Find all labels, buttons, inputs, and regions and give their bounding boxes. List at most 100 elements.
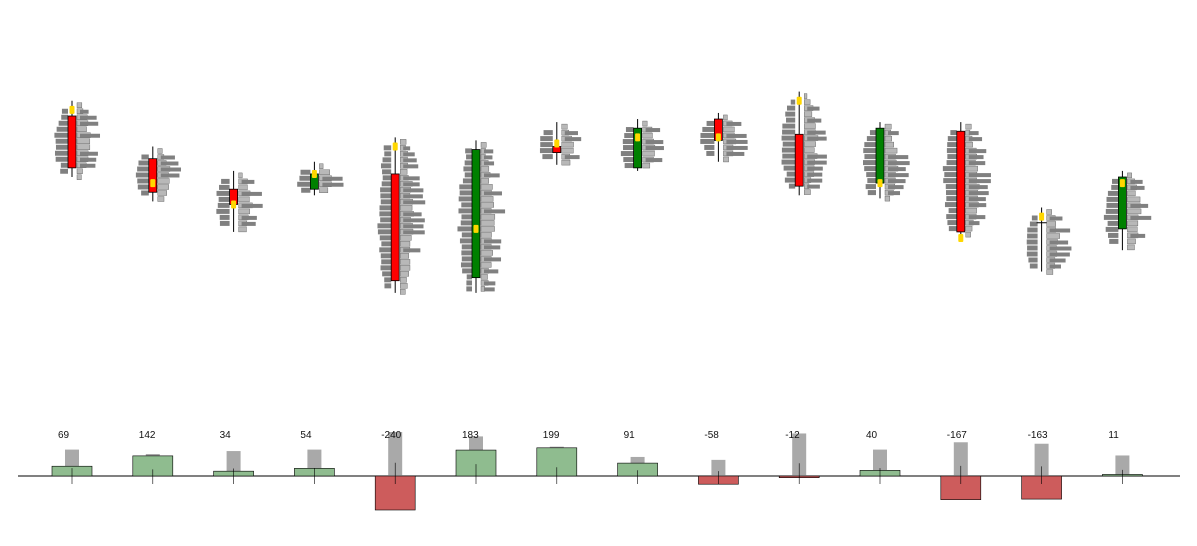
candle-group	[863, 122, 910, 202]
profile-row-sell	[1109, 238, 1119, 244]
profile-row-buy	[804, 111, 813, 117]
profile-row-buy	[642, 150, 655, 157]
profile-row-sell	[379, 235, 392, 241]
profile-row-sell	[623, 145, 634, 151]
profile-row-buy	[1127, 226, 1138, 233]
profile-row-buy-dark	[888, 179, 906, 184]
poc-marker	[231, 200, 237, 209]
profile-row-buy	[480, 202, 494, 208]
profile-row-buy	[238, 208, 250, 215]
profile-row-sell	[786, 117, 796, 123]
profile-row-sell	[540, 142, 553, 148]
candle-body	[1118, 176, 1127, 230]
profile-row-buy	[480, 184, 493, 190]
profile-row-buy-dark	[968, 179, 991, 184]
candle-body	[471, 149, 481, 279]
profile-row-buy-dark	[1049, 216, 1063, 221]
profile-row-buy-dark	[403, 200, 426, 205]
profile-row-sell	[867, 190, 876, 196]
profile-row-sell	[706, 120, 715, 126]
profile-row-sell	[866, 172, 876, 178]
profile-row-sell	[461, 256, 472, 262]
profile-row-buy	[319, 187, 329, 193]
profile-row-sell	[299, 175, 311, 181]
profile-row-sell	[1027, 233, 1038, 239]
profile-row-sell	[301, 187, 311, 193]
profile-row-sell	[1028, 257, 1038, 263]
profile-row-buy-dark	[968, 155, 984, 160]
profile-row-sell	[620, 151, 634, 157]
candle-group	[135, 146, 181, 202]
profile-row-sell	[1107, 220, 1119, 226]
profile-row-sell	[946, 148, 957, 154]
candlestick-panel	[54, 91, 1152, 295]
candle-group	[620, 119, 664, 171]
profile-row-buy-dark	[1049, 258, 1066, 263]
profile-row-buy-dark	[968, 221, 980, 226]
profile-row-sell	[702, 126, 715, 132]
profile-row-buy	[1046, 269, 1054, 275]
profile-row-sell	[219, 214, 230, 220]
profile-row-sell	[380, 265, 392, 271]
profile-row-buy	[400, 169, 408, 175]
profile-row-buy	[561, 123, 568, 130]
profile-row-buy-dark	[241, 203, 263, 208]
profile-row-buy	[1127, 220, 1139, 227]
profile-row-buy-dark	[968, 185, 988, 190]
profile-row-sell	[869, 130, 876, 136]
profile-row-sell	[377, 229, 392, 235]
profile-row-buy-dark	[968, 149, 987, 154]
profile-row-buy	[76, 138, 91, 144]
profile-row-sell	[1029, 221, 1038, 227]
profile-row-buy-dark	[968, 173, 991, 178]
profile-row-sell	[864, 154, 876, 160]
profile-row-buy-dark	[645, 158, 663, 163]
candle-body	[794, 133, 804, 187]
profile-row-sell	[622, 139, 634, 145]
profile-row-sell	[462, 178, 472, 184]
profile-row-sell	[56, 126, 68, 132]
profile-row-sell	[55, 144, 68, 150]
profile-row-sell	[216, 190, 230, 196]
candle-body	[956, 130, 966, 233]
profile-row-sell	[1105, 226, 1119, 232]
profile-row-sell	[461, 202, 472, 208]
delta-value-label: -163	[1028, 430, 1048, 441]
profile-row-buy-dark	[564, 137, 582, 142]
profile-row-buy	[238, 226, 247, 233]
profile-row-buy-dark	[160, 167, 181, 172]
profile-row-sell	[942, 166, 957, 172]
profile-row-buy-dark	[403, 176, 420, 181]
candle-group	[1103, 170, 1152, 251]
profile-row-buy-dark	[726, 133, 747, 138]
profile-row-sell	[297, 181, 311, 187]
profile-row-buy	[884, 141, 894, 148]
profile-row-sell	[1111, 184, 1119, 190]
profile-row-buy-dark	[968, 197, 986, 202]
profile-row-sell	[54, 132, 68, 138]
profile-row-buy	[1046, 209, 1052, 215]
profile-row-sell	[865, 184, 876, 190]
delta-group: -12	[778, 430, 820, 484]
profile-row-sell	[141, 190, 149, 196]
profile-row-buy	[238, 184, 248, 191]
profile-row-buy-dark	[807, 178, 823, 183]
profile-row-sell	[459, 190, 472, 196]
profile-row-sell	[946, 196, 957, 202]
profile-row-buy-dark	[80, 121, 99, 126]
poc-marker	[473, 224, 479, 233]
profile-row-sell	[542, 154, 553, 160]
profile-row-sell	[384, 151, 392, 157]
profile-row-sell	[786, 171, 796, 177]
profile-row-buy-dark	[968, 137, 983, 142]
profile-row-buy	[157, 178, 170, 184]
profile-row-sell	[782, 141, 796, 147]
delta-group: -167	[940, 430, 982, 500]
profile-row-buy-dark	[403, 158, 417, 163]
profile-row-buy-dark	[645, 146, 664, 151]
profile-row-buy	[723, 126, 735, 133]
profile-row-sell	[466, 286, 472, 292]
profile-row-buy	[1127, 238, 1136, 245]
